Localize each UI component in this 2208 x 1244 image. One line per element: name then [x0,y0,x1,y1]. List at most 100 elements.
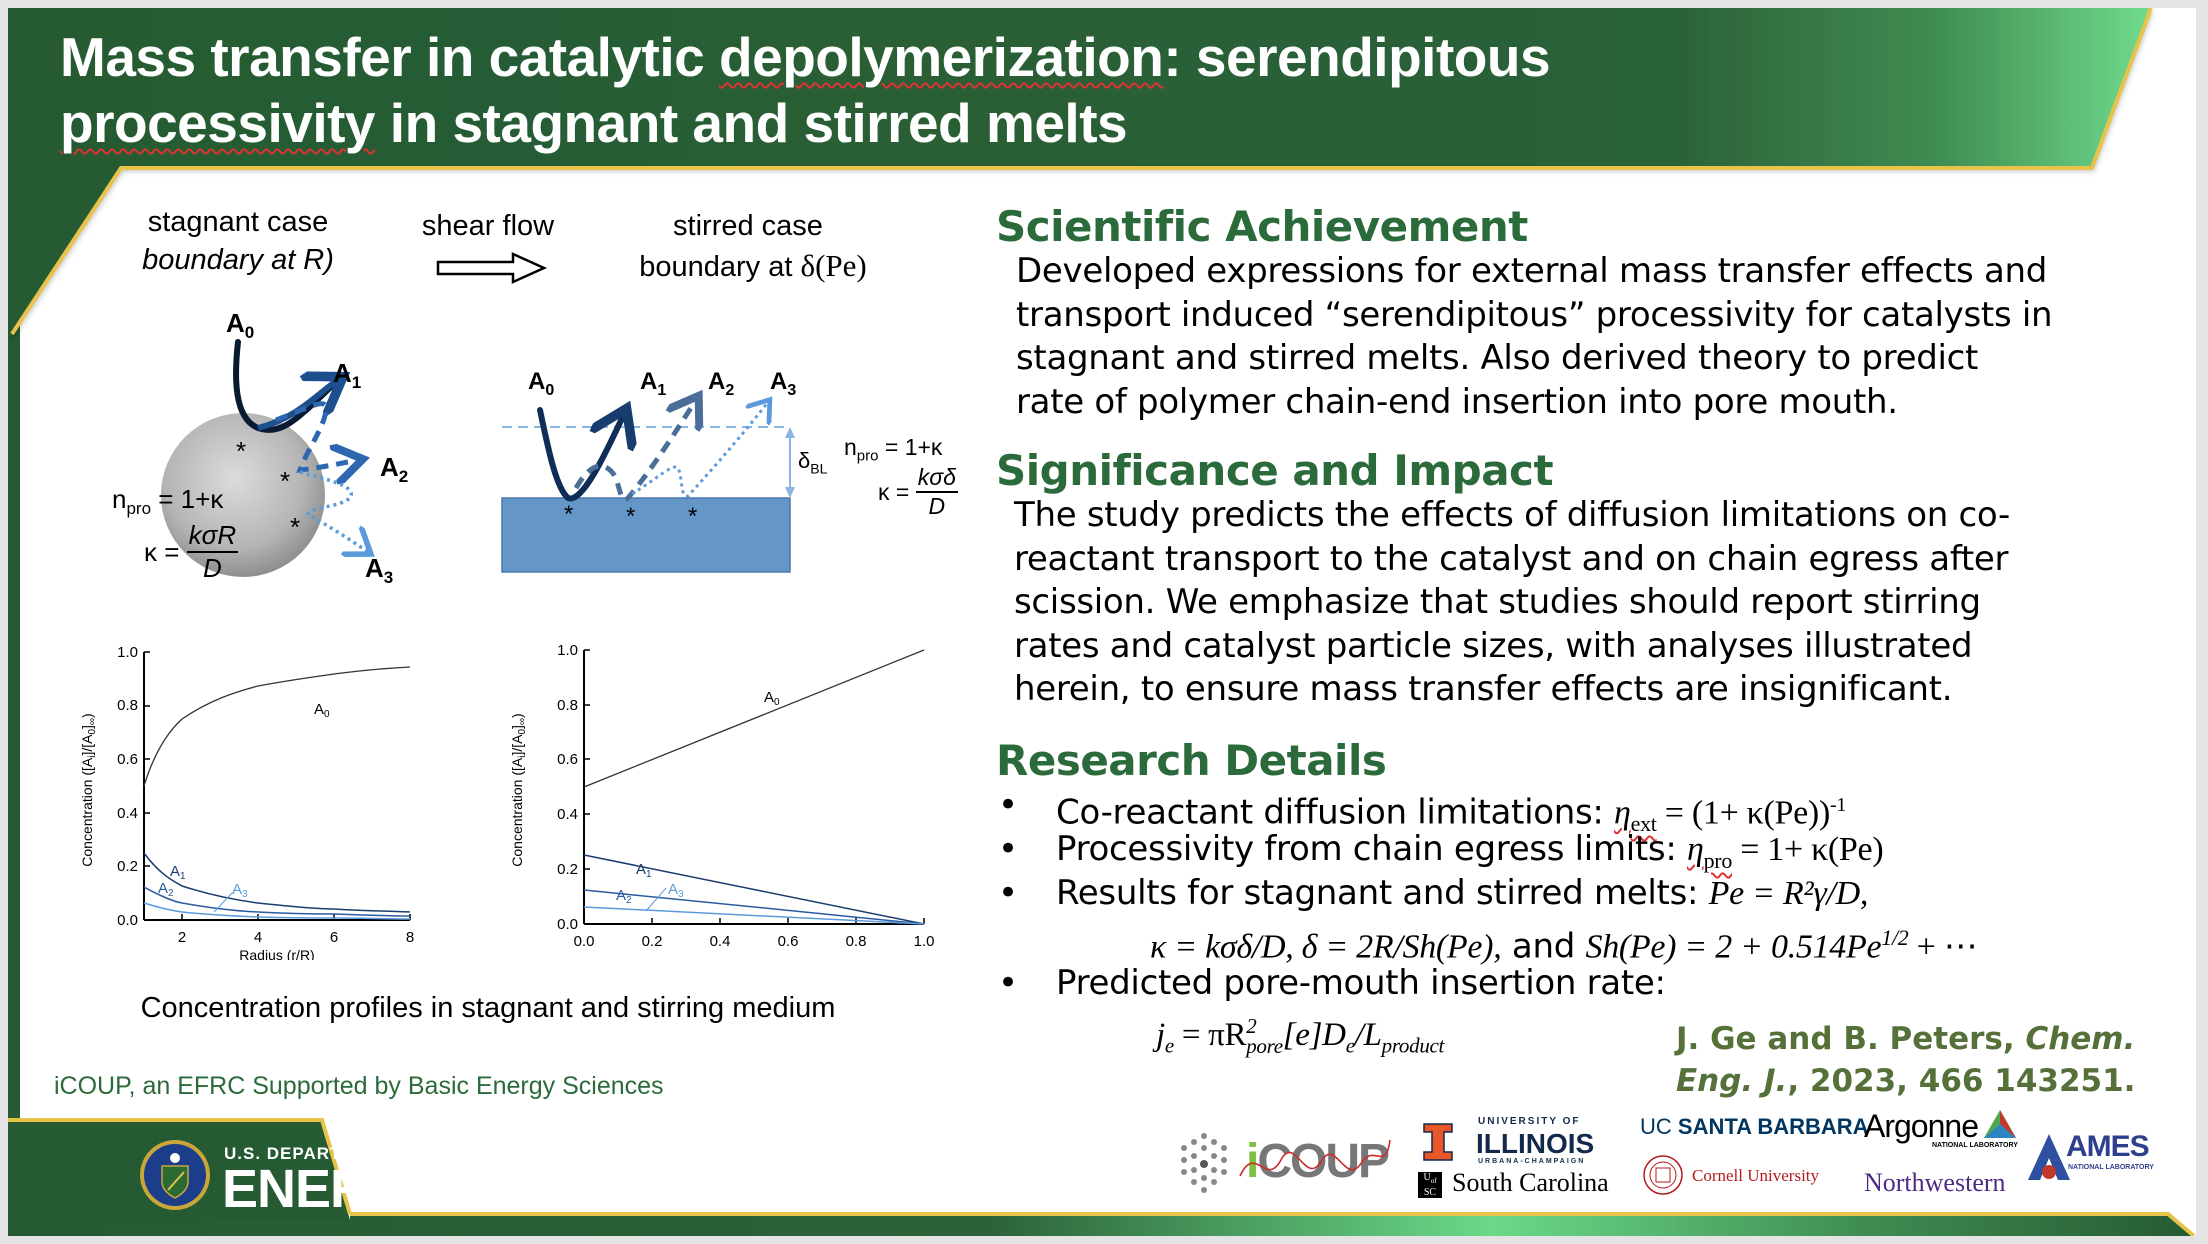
stirred-case-subtitle: boundary at δ(Pe) [639,248,867,283]
svg-text:2: 2 [178,929,186,946]
svg-text:A2: A2 [158,880,174,899]
mechanism-diagram: * * * * * * [161,252,795,577]
svg-text:0.2: 0.2 [117,858,138,875]
ames-a-icon [2026,1132,2072,1182]
usc-mark-icon: Uof SC [1418,1172,1442,1198]
svg-text:Concentration ([Ai]/[A0]∞): Concentration ([Ai]/[A0]∞) [509,713,528,866]
svg-text:X direction (x/δBL): X direction (x/δBL) [699,957,809,960]
svg-text:0.0: 0.0 [557,916,578,933]
detail-bullet-4: • Predicted pore-mouth insertion rate: [998,963,1666,1003]
stirred-kappa-eq: κ = kσδ D [878,464,958,519]
detail-bullet-1: • Co-reactant diffusion limitations: ηex… [998,785,1847,837]
label-a3-stagnant: A3 [365,553,394,588]
svg-text:Concentration ([Ai]/[A0]∞): Concentration ([Ai]/[A0]∞) [79,713,98,866]
office-of-label: Office of [488,1142,596,1174]
svg-text:*: * [626,503,635,530]
northwestern-logo: Northwestern [1864,1168,2006,1197]
svg-text:*: * [236,436,246,466]
detail-bullet-2: • Processivity from chain egress limits:… [998,829,1884,873]
illinois-logo: ILLINOIS [1476,1128,1595,1159]
slide: Mass transfer in catalytic depolymerizat… [8,8,2196,1236]
doe-seal-icon [138,1138,212,1212]
svg-text:6: 6 [330,929,338,946]
stirred-concentration-chart: 0.00.20.4 0.60.81.0 0.0 0.2 0.4 0.6 0.8 1.0 … [509,642,935,960]
citation[interactable]: J. Ge and B. Peters, Chem. Eng. J., 2023… [1676,1021,2136,1099]
svg-text:4: 4 [254,929,262,946]
label-a0-stirred: A0 [528,368,555,399]
svg-text:*: * [688,503,697,530]
svg-text:A0: A0 [314,701,330,720]
shear-flow-arrow-icon [436,252,548,284]
argonne-sub: NATIONAL LABORATORY [1932,1142,2018,1149]
doe-label-top: U.S. DEPARTMENT OF [224,1144,425,1163]
boundary-layer-label: δBL [798,448,828,477]
icoup-cube-icon [1168,1130,1240,1194]
detail-bullet-3-line-2: κ = kσδ/D, δ = 2R/Sh(Pe), and Sh(Pe) = 2… [1150,925,1978,967]
svg-text:0.2: 0.2 [557,861,578,878]
svg-text:0.4: 0.4 [117,805,138,822]
doe-label-energy: ENERGY [222,1159,445,1219]
section-heading-impact: Significance and Impact [996,446,1554,495]
figure-caption: Concentration profiles in stagnant and s… [140,992,836,1024]
svg-text:*: * [290,512,300,542]
svg-text:*: * [564,501,573,528]
label-a2-stirred: A2 [708,368,735,399]
svg-text:A3: A3 [232,881,248,900]
svg-text:A3: A3 [668,881,684,900]
illinois-top: UNIVERSITY OF [1478,1116,1581,1127]
argonne-triangle-icon [1982,1108,2018,1140]
section-heading-achievement: Scientific Achievement [996,202,1528,251]
svg-text:0.4: 0.4 [557,806,578,823]
slide-background-shapes [8,8,2196,1236]
svg-text:8: 8 [406,929,414,946]
stagnant-case-title: stagnant case [147,206,329,238]
divider [472,1142,474,1210]
svg-text:Radius (r/R): Radius (r/R) [239,947,314,960]
label-a2-stagnant: A2 [380,452,409,487]
svg-text:0.8: 0.8 [846,933,867,950]
title-line-1: Mass transfer in catalytic depolymerizat… [60,26,1551,88]
catalyst-sphere [161,413,325,577]
label-a3-stirred: A3 [770,368,797,399]
catalyst-slab [501,497,791,573]
cornell-logo: Cornell University [1692,1166,1820,1185]
detail-bullet-3: • Results for stagnant and stirred melts… [998,873,1869,913]
stirred-processivity-eq: npro = 1+κ [844,434,943,465]
svg-text:0.0: 0.0 [574,933,595,950]
label-a1-stirred: A1 [640,368,667,399]
cornell-seal-icon [1642,1154,1684,1196]
svg-text:0.2: 0.2 [642,933,663,950]
svg-text:0.0: 0.0 [117,912,138,929]
svg-text:0.4: 0.4 [710,933,731,950]
illinois-block-i-icon [1422,1122,1454,1162]
ames-sub: NATIONAL LABORATORY [2068,1164,2154,1171]
argonne-logo: Argonne [1864,1108,1979,1144]
label-a1-stagnant: A1 [333,358,362,393]
ucsb-logo: UC SANTA BARBARA [1640,1114,1869,1139]
svg-text:*: * [280,466,290,496]
svg-text:1.0: 1.0 [557,642,578,659]
svg-text:0.8: 0.8 [117,697,138,714]
title-line-2: processivity in stagnant and stirred mel… [60,92,1128,154]
svg-text:1.0: 1.0 [117,644,138,661]
page-title: Mass transfer in catalytic depolymerizat… [60,24,1960,156]
shear-flow-label: shear flow [421,210,555,242]
impact-text: The study predicts the effects of diffus… [1014,495,2011,709]
section-heading-details: Research Details [996,736,1387,785]
svg-text:A2: A2 [616,887,632,906]
svg-text:1.0: 1.0 [914,933,935,950]
svg-text:0.6: 0.6 [557,751,578,768]
stagnant-processivity-eq: npro = 1+κ [112,484,224,519]
svg-text:A1: A1 [170,863,186,882]
stagnant-concentration-chart: 0.0 0.2 0.4 0.6 0.8 1.0 2 4 6 8 Radius (r/R) Co… [79,644,414,960]
efrc-note: iCOUP, an EFRC Supported by Basic Energy… [54,1072,664,1100]
illinois-sub: URBANA-CHAMPAIGN [1478,1158,1586,1165]
ames-logo: AMES [2066,1130,2150,1163]
icoup-wave-icon [1239,1139,1391,1177]
svg-text:A0: A0 [764,689,780,708]
label-a0-stagnant: A0 [226,308,255,343]
svg-text:0.6: 0.6 [778,933,799,950]
usc-logo: South Carolina [1452,1168,1609,1197]
svg-text:0.8: 0.8 [557,697,578,714]
stagnant-case-subtitle: boundary at R) [142,244,334,276]
